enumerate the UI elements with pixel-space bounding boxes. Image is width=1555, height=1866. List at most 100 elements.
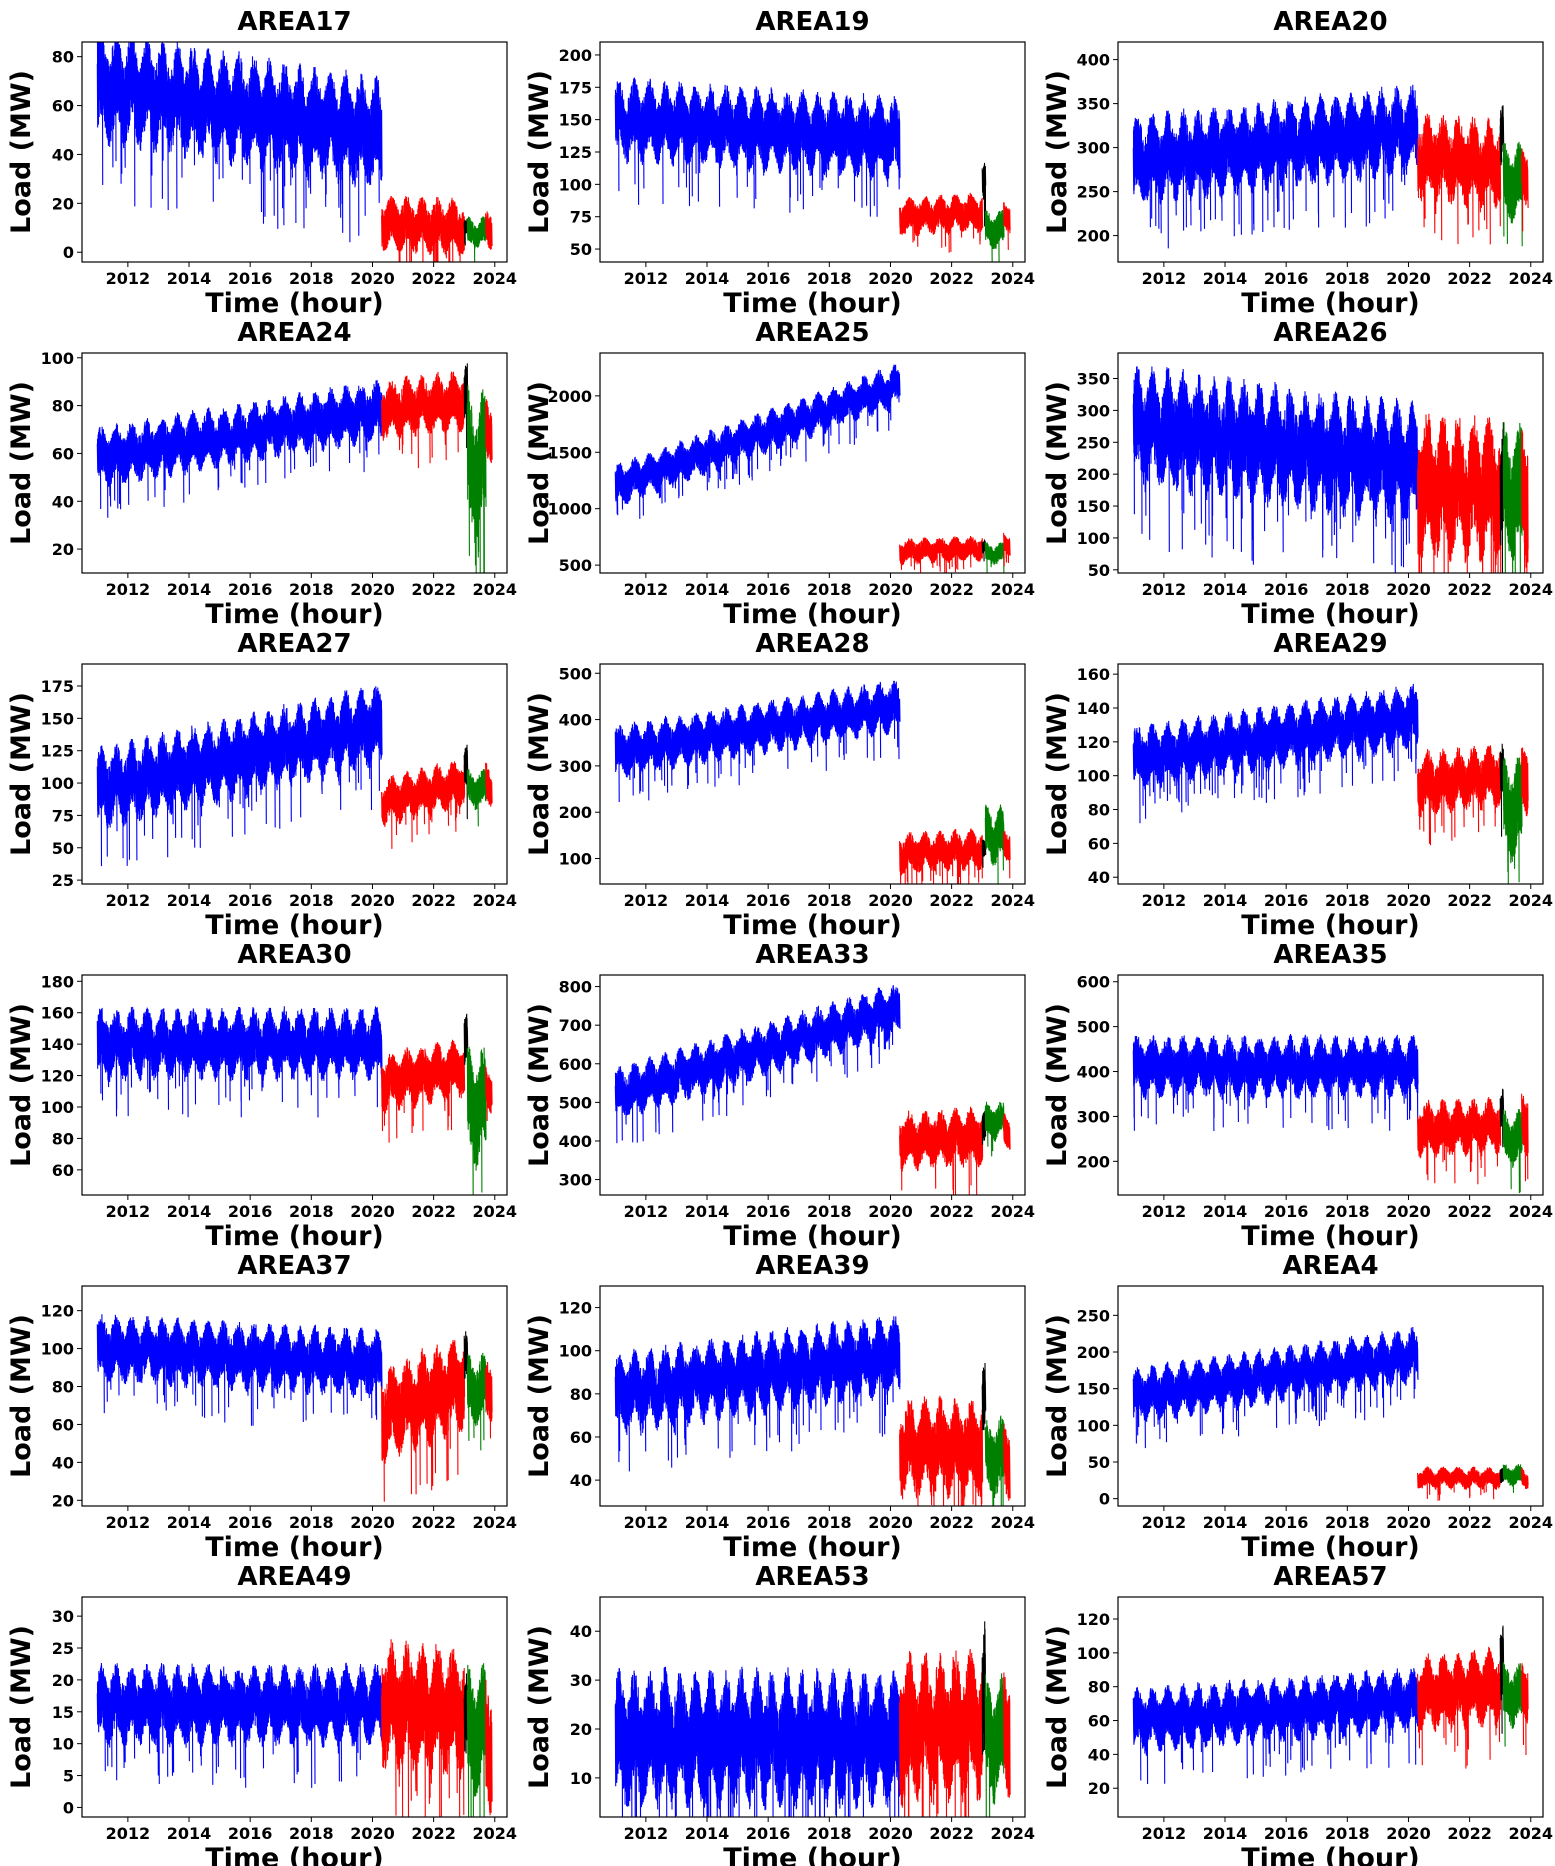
- x-tick-label: 2012: [1142, 269, 1187, 288]
- chart-panel-area4: AREA4 2012 2014 2016 2018 2020 2022 2024 0 50 100 1…: [1036, 1244, 1554, 1563]
- y-tick-label: 140: [41, 1035, 74, 1054]
- series-test-1: [981, 162, 987, 231]
- y-tick-label: 40: [570, 1471, 592, 1490]
- y-tick-label: 20: [52, 540, 74, 559]
- y-axis-label: Load (MW): [524, 1314, 555, 1478]
- chart-svg: AREA19 2012 2014 2016 2018 2020 2022 2024 50 75 10…: [524, 7, 1035, 319]
- x-tick-label: 2024: [1509, 1202, 1554, 1221]
- series-validation: [381, 1639, 466, 1817]
- plot-area: [1132, 366, 1529, 573]
- x-tick-label: 2024: [991, 1513, 1036, 1532]
- y-tick-label: 250: [1077, 183, 1110, 202]
- chart-svg: AREA4 2012 2014 2016 2018 2020 2022 2024 0 50 100 1…: [1042, 1251, 1553, 1563]
- plot-area: [96, 686, 493, 867]
- chart-panel-area26: AREA26 2012 2014 2016 2018 2020 2022 2024 50 100 1…: [1036, 311, 1554, 630]
- series-test-3: [1003, 831, 1011, 879]
- chart-title: AREA26: [1273, 318, 1387, 348]
- series-test-3: [1521, 429, 1529, 573]
- x-tick-label: 2022: [1447, 1513, 1492, 1532]
- x-tick-label: 2022: [1447, 891, 1492, 910]
- series-test-1: [1499, 1088, 1505, 1148]
- x-tick-label: 2024: [473, 1513, 518, 1532]
- chart-panel-area17: AREA17 2012 2014 2016 2018 2020 2022 2024 0 20 40 6…: [0, 0, 518, 319]
- y-tick-label: 200: [1077, 1152, 1110, 1171]
- x-tick-label: 2022: [411, 1513, 456, 1532]
- y-tick-label: 200: [1077, 227, 1110, 246]
- x-tick-label: 2016: [1264, 580, 1309, 599]
- y-tick-label: 120: [41, 1302, 74, 1321]
- y-tick-label: 10: [570, 1769, 592, 1788]
- y-axis-label: Load (MW): [6, 1314, 37, 1478]
- x-tick-label: 2012: [624, 1513, 669, 1532]
- y-tick-label: 100: [1077, 767, 1110, 786]
- x-tick-label: 2022: [1447, 269, 1492, 288]
- series-validation: [899, 828, 984, 884]
- chart-panel-area49: AREA49 2012 2014 2016 2018 2020 2022 2024 0 5 10 15…: [0, 1555, 518, 1866]
- x-tick-label: 2020: [1386, 1824, 1431, 1843]
- plot-area: [614, 77, 1011, 262]
- x-tick-label: 2024: [991, 891, 1036, 910]
- x-axis-label: Time (hour): [723, 910, 902, 941]
- series-test-3: [1003, 1423, 1011, 1501]
- x-tick-label: 2012: [624, 1202, 669, 1221]
- chart-panel-area53: AREA53 2012 2014 2016 2018 2020 2022 2024 10 20 30…: [518, 1555, 1036, 1866]
- x-tick-label: 2024: [473, 580, 518, 599]
- x-axis-label: Time (hour): [1241, 288, 1420, 319]
- x-tick-label: 2014: [167, 1202, 212, 1221]
- series-test-2: [1502, 422, 1523, 573]
- plot-frame: [81, 663, 508, 885]
- y-tick-label: 0: [63, 1798, 74, 1817]
- chart-title: AREA24: [237, 318, 351, 348]
- y-tick-label: 500: [1077, 1018, 1110, 1037]
- x-tick-label: 2022: [411, 269, 456, 288]
- x-axis-label: Time (hour): [1241, 910, 1420, 941]
- chart-svg: AREA35 2012 2014 2016 2018 2020 2022 2024 200 300…: [1042, 940, 1554, 1252]
- y-tick-label: 20: [52, 1671, 74, 1690]
- plot-frame: [599, 974, 1026, 1196]
- y-tick-label: 300: [1077, 1107, 1110, 1126]
- x-tick-label: 2014: [685, 1202, 730, 1221]
- plot-frame: [599, 663, 1026, 885]
- x-axis-label: Time (hour): [205, 288, 384, 319]
- series-test-3: [485, 1361, 493, 1439]
- plot-area: [96, 363, 493, 573]
- chart-title: AREA19: [755, 7, 869, 37]
- x-tick-label: 2020: [868, 1202, 913, 1221]
- y-tick-label: 40: [52, 145, 74, 164]
- series-train: [614, 364, 901, 519]
- x-tick-label: 2014: [1203, 891, 1248, 910]
- series-validation: [381, 761, 466, 849]
- x-tick-label: 2020: [350, 580, 395, 599]
- y-tick-label: 350: [1077, 95, 1110, 114]
- y-axis-label: Load (MW): [1042, 1625, 1073, 1789]
- series-test-3: [1003, 1113, 1011, 1150]
- chart-title: AREA33: [755, 940, 869, 970]
- chart-svg: AREA49 2012 2014 2016 2018 2020 2022 2024 0 5 10 15…: [6, 1562, 517, 1866]
- plot-area: [1132, 1033, 1529, 1194]
- series-test-2: [1502, 757, 1523, 884]
- chart-title: AREA20: [1273, 7, 1387, 37]
- y-tick-label: 400: [559, 711, 592, 730]
- x-tick-label: 2020: [868, 269, 913, 288]
- y-tick-label: 140: [1077, 699, 1110, 718]
- y-tick-label: 10: [52, 1735, 74, 1754]
- x-axis-label: Time (hour): [205, 1532, 384, 1563]
- x-tick-label: 2022: [929, 1824, 974, 1843]
- y-tick-label: 50: [570, 240, 592, 259]
- x-tick-label: 2018: [807, 891, 852, 910]
- x-tick-label: 2012: [106, 269, 151, 288]
- x-tick-label: 2016: [746, 1513, 791, 1532]
- x-axis-label: Time (hour): [723, 1221, 902, 1252]
- x-tick-label: 2012: [106, 1202, 151, 1221]
- y-tick-label: 0: [63, 243, 74, 262]
- x-tick-label: 2016: [1264, 891, 1309, 910]
- x-tick-label: 2022: [411, 580, 456, 599]
- series-test-2: [466, 1663, 487, 1817]
- chart-panel-area25: AREA25 2012 2014 2016 2018 2020 2022 2024 500 100…: [518, 311, 1036, 630]
- x-tick-label: 2024: [1509, 580, 1554, 599]
- x-tick-label: 2024: [1509, 891, 1554, 910]
- y-tick-label: 20: [52, 1491, 74, 1510]
- x-tick-label: 2018: [1325, 1513, 1370, 1532]
- x-tick-label: 2024: [473, 1202, 518, 1221]
